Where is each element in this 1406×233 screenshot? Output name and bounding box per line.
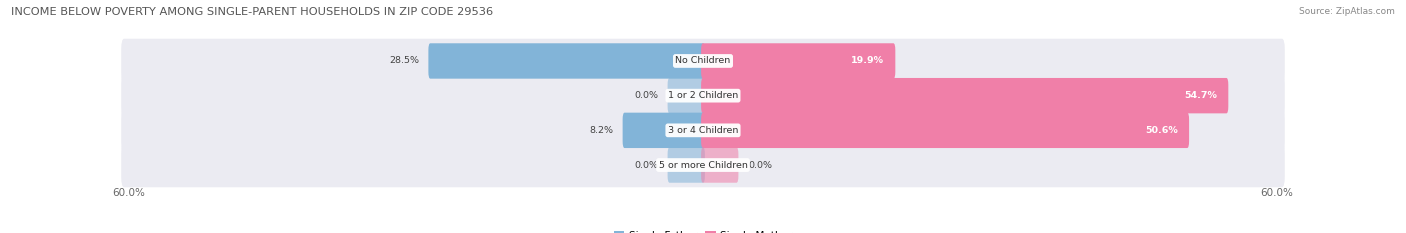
Text: 28.5%: 28.5% [389, 56, 419, 65]
Legend: Single Father, Single Mother: Single Father, Single Mother [610, 227, 796, 233]
FancyBboxPatch shape [702, 113, 1189, 148]
Text: 19.9%: 19.9% [851, 56, 884, 65]
FancyBboxPatch shape [121, 108, 1285, 153]
Text: 54.7%: 54.7% [1184, 91, 1216, 100]
FancyBboxPatch shape [702, 78, 1229, 113]
Text: No Children: No Children [675, 56, 731, 65]
Text: 8.2%: 8.2% [589, 126, 613, 135]
FancyBboxPatch shape [623, 113, 704, 148]
FancyBboxPatch shape [121, 39, 1285, 83]
FancyBboxPatch shape [668, 78, 704, 113]
Text: 50.6%: 50.6% [1144, 126, 1178, 135]
Text: 0.0%: 0.0% [634, 91, 658, 100]
FancyBboxPatch shape [429, 43, 704, 79]
FancyBboxPatch shape [668, 147, 704, 183]
FancyBboxPatch shape [121, 143, 1285, 187]
Text: Source: ZipAtlas.com: Source: ZipAtlas.com [1299, 7, 1395, 16]
Text: 0.0%: 0.0% [748, 161, 772, 170]
Text: 0.0%: 0.0% [634, 161, 658, 170]
Text: 60.0%: 60.0% [112, 188, 145, 198]
Text: 1 or 2 Children: 1 or 2 Children [668, 91, 738, 100]
FancyBboxPatch shape [702, 43, 896, 79]
Text: 60.0%: 60.0% [1261, 188, 1294, 198]
Text: 3 or 4 Children: 3 or 4 Children [668, 126, 738, 135]
FancyBboxPatch shape [702, 147, 738, 183]
FancyBboxPatch shape [121, 73, 1285, 118]
Text: INCOME BELOW POVERTY AMONG SINGLE-PARENT HOUSEHOLDS IN ZIP CODE 29536: INCOME BELOW POVERTY AMONG SINGLE-PARENT… [11, 7, 494, 17]
Text: 5 or more Children: 5 or more Children [658, 161, 748, 170]
